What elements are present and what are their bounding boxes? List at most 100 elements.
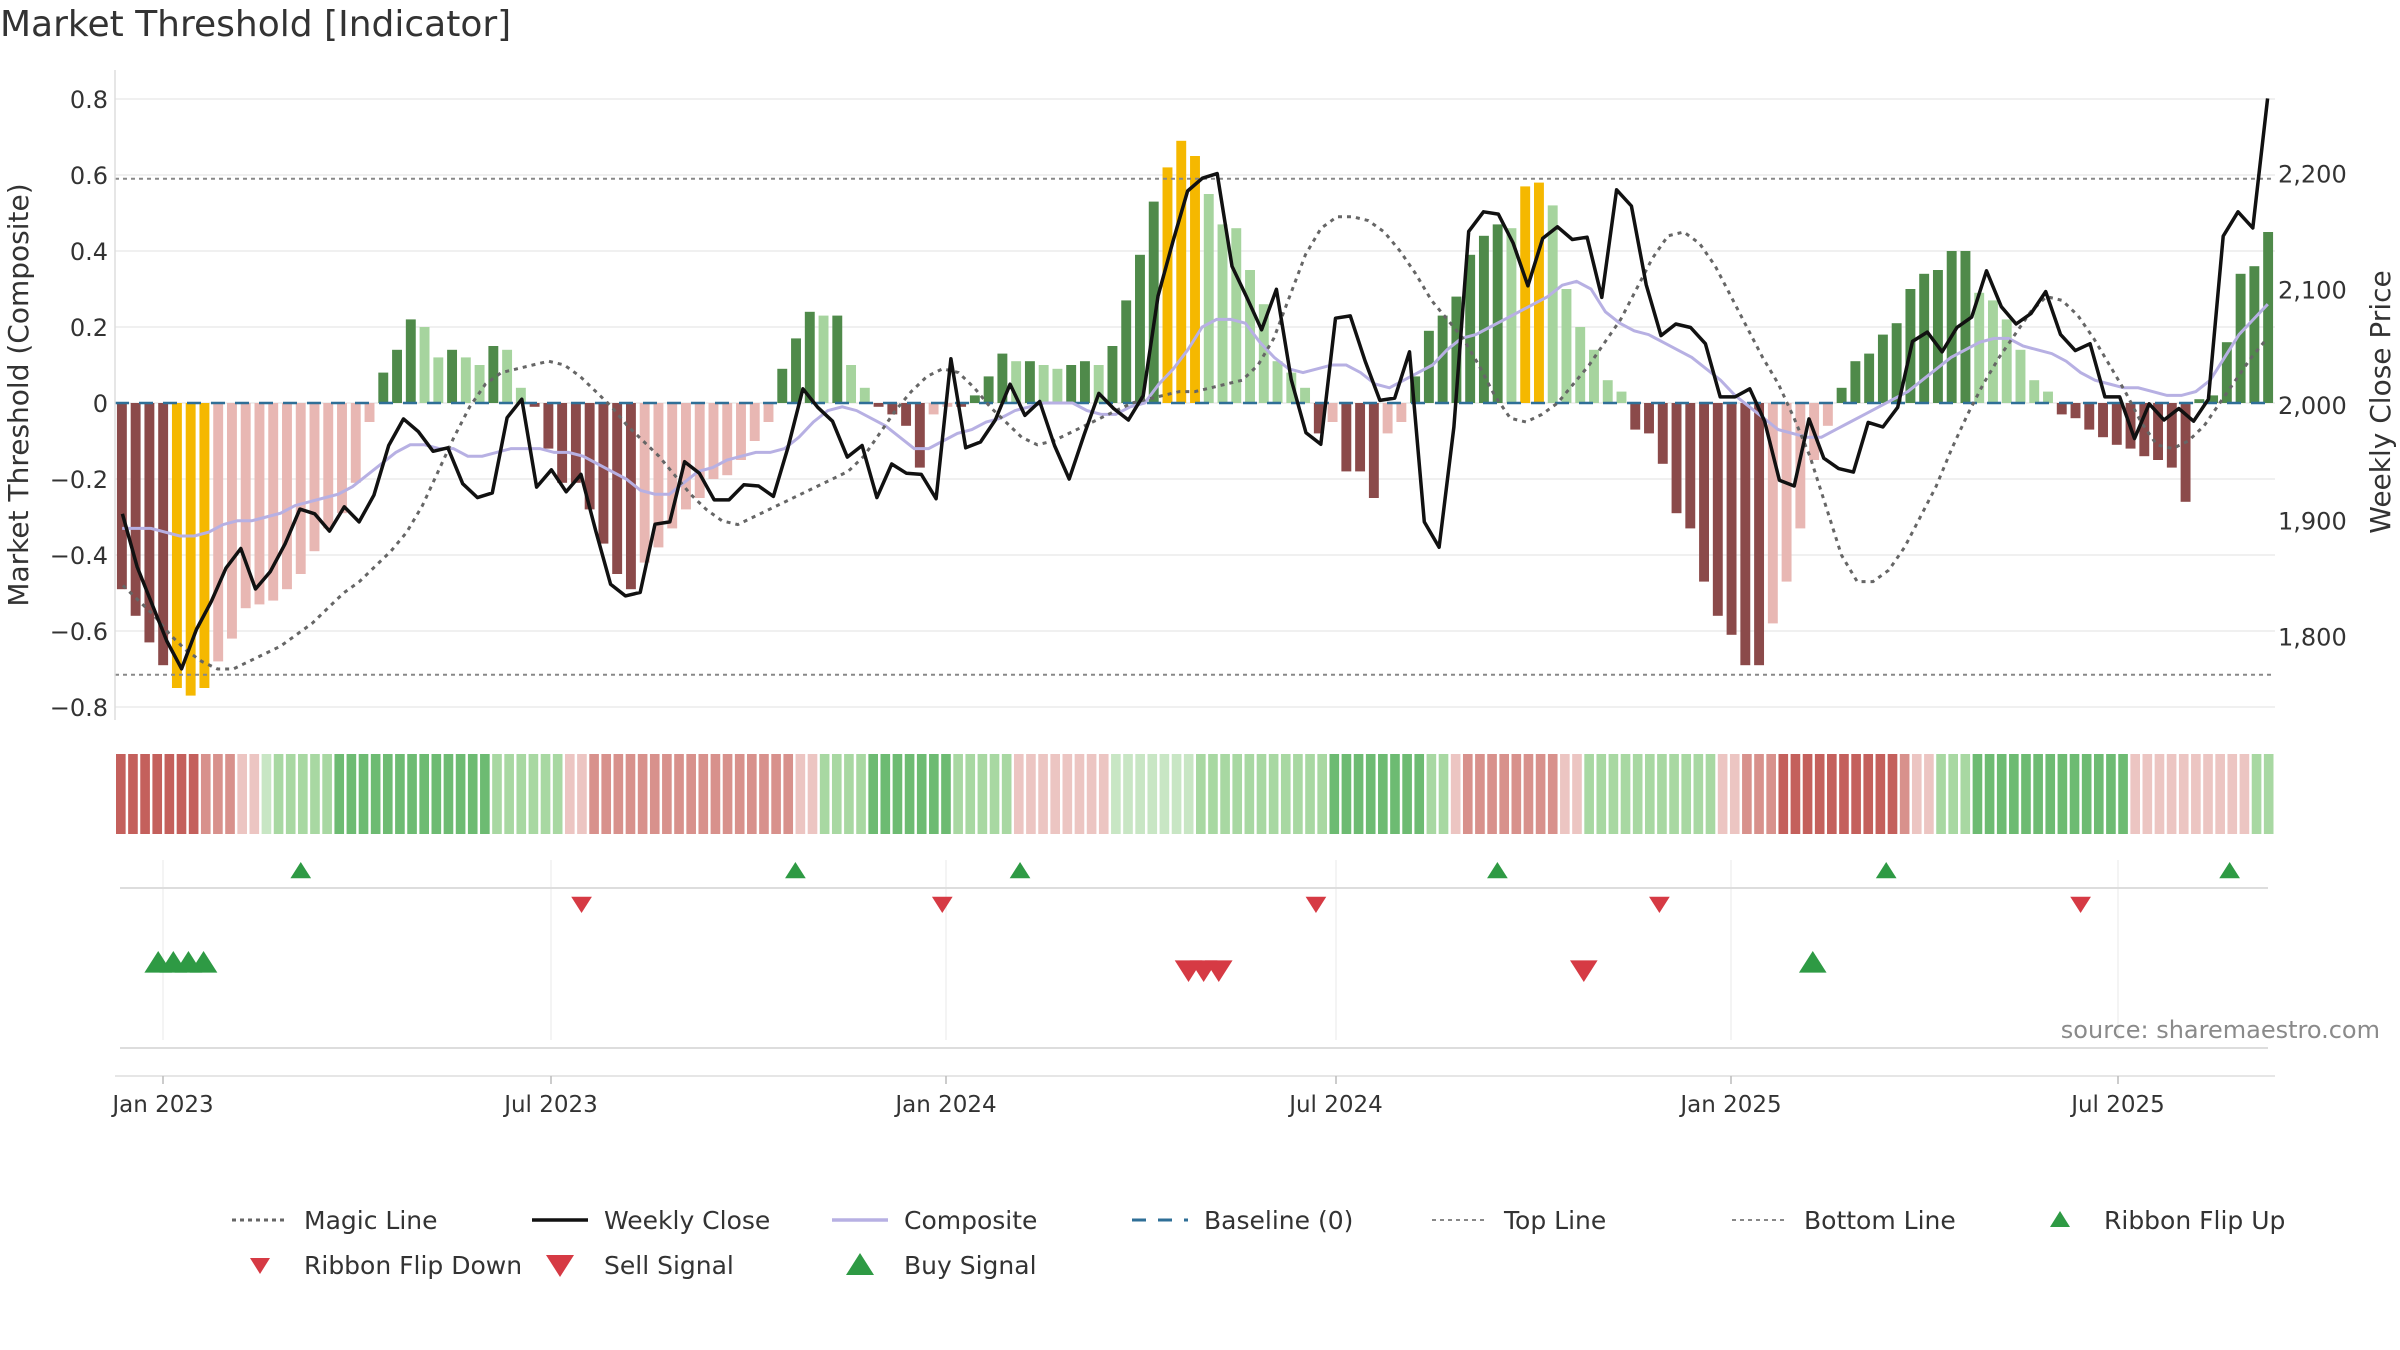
ribbon-cell xyxy=(1584,754,1594,834)
composite-bar xyxy=(116,403,127,590)
composite-bar xyxy=(1368,403,1379,498)
y-tick-label: 0.8 xyxy=(70,86,108,114)
composite-bar xyxy=(488,346,499,403)
composite-bar xyxy=(309,403,320,552)
legend-label: Baseline (0) xyxy=(1204,1205,1354,1235)
composite-bar xyxy=(254,403,265,605)
composite-bar xyxy=(1864,353,1875,403)
y2-tick-label: 2,200 xyxy=(2278,161,2347,189)
ribbon-cell xyxy=(1693,754,1704,834)
ribbon-cell xyxy=(1086,754,1097,834)
ribbon-cell xyxy=(783,754,794,834)
ribbon-cell xyxy=(1924,754,1934,834)
composite-bar xyxy=(1781,403,1792,582)
composite-bar xyxy=(1478,235,1489,403)
chart-title: Market Threshold [Indicator] xyxy=(0,4,512,45)
composite-bar xyxy=(1492,224,1503,403)
ribbon-cell xyxy=(1487,754,1497,834)
ribbon-cell xyxy=(2251,754,2262,834)
composite-bar xyxy=(2070,403,2081,419)
composite-bar xyxy=(1341,403,1352,472)
composite-bar xyxy=(130,403,141,616)
composite-bar xyxy=(653,403,664,548)
ribbon-cell xyxy=(2263,754,2274,834)
legend-symbol xyxy=(2050,1211,2070,1227)
ribbon-cell xyxy=(1183,754,1194,834)
composite-bar xyxy=(1726,403,1737,635)
ribbon-cell xyxy=(965,754,976,834)
composite-bar xyxy=(295,403,306,574)
ribbon-cell xyxy=(698,754,709,834)
ribbon-cell xyxy=(2009,754,2019,834)
y-tick-label: −0.4 xyxy=(50,542,108,570)
ribbon-cell xyxy=(1875,754,1886,834)
ribbon-cell xyxy=(686,754,696,834)
composite-bar xyxy=(598,403,609,544)
ribbon-cell xyxy=(577,754,587,834)
composite-bar xyxy=(185,403,196,696)
magic-line xyxy=(121,215,2269,671)
ribbon-cell xyxy=(1329,754,1340,834)
composite-bar xyxy=(2043,391,2053,403)
y-tick-label: −0.6 xyxy=(50,618,108,646)
composite-bar xyxy=(1148,201,1159,403)
ribbon-cell xyxy=(2118,754,2128,834)
ribbon-cell xyxy=(1475,754,1485,834)
legend-symbol xyxy=(832,1218,888,1222)
ribbon-cell xyxy=(1984,754,1995,834)
x-tick-label: Jul 2023 xyxy=(502,1092,598,1118)
ribbon-cell xyxy=(904,754,915,834)
x-tick-label: Jul 2024 xyxy=(1287,1092,1383,1118)
legend-symbol xyxy=(1132,1218,1188,1222)
composite-bar xyxy=(557,403,568,483)
composite-bars xyxy=(116,140,2274,696)
ribbon-flip-up-marker xyxy=(2219,862,2240,879)
composite-bar xyxy=(502,349,513,403)
composite-bar xyxy=(2001,319,2012,403)
composite-bar xyxy=(1589,349,1599,403)
composite-bar xyxy=(1011,361,1022,403)
composite-bar xyxy=(2084,403,2095,430)
ribbon-cell xyxy=(298,754,308,834)
legend-label: Magic Line xyxy=(304,1205,438,1235)
ribbon-cell xyxy=(2227,754,2238,834)
composite-bar xyxy=(859,387,870,403)
ribbon-cell xyxy=(1911,754,1922,834)
ribbon-cell xyxy=(1596,754,1607,834)
composite-bar xyxy=(543,403,554,449)
composite-bar xyxy=(1024,361,1035,403)
composite-bar xyxy=(667,403,678,529)
series-lines xyxy=(115,98,2275,676)
ribbon-cell xyxy=(2203,754,2213,834)
composite-bar xyxy=(1052,368,1063,403)
ribbon-cell xyxy=(1111,754,1121,834)
composite-bar xyxy=(2166,403,2177,468)
ribbon-cell xyxy=(480,754,490,834)
ribbon-cell xyxy=(273,754,284,834)
ribbon-cell xyxy=(1754,754,1764,834)
ribbon-cell xyxy=(2130,754,2141,834)
composite-bar xyxy=(997,353,1008,403)
composite-bar xyxy=(1988,300,1998,403)
composite-bar xyxy=(447,349,458,403)
x-tick-label: Jan 2024 xyxy=(893,1092,996,1118)
ribbon-cell xyxy=(1814,754,1825,834)
composite-bar xyxy=(956,403,967,407)
ribbon-cell xyxy=(2033,754,2043,834)
ribbon-cell xyxy=(1729,754,1740,834)
composite-bar xyxy=(2221,342,2232,403)
composite-bar xyxy=(928,403,939,415)
composite-bar xyxy=(529,403,540,407)
legend-label: Weekly Close xyxy=(604,1205,771,1235)
ribbon-cell xyxy=(176,754,187,834)
ribbon-cell xyxy=(1742,754,1752,834)
weekly-close-line xyxy=(120,98,2270,671)
composite-bar xyxy=(460,357,471,403)
ribbon-cell xyxy=(2093,754,2104,834)
ribbon-cell xyxy=(771,754,781,834)
legend-symbol xyxy=(546,1255,574,1277)
ribbon-cell xyxy=(2142,754,2153,834)
ribbon-flip-up-marker xyxy=(1487,862,1508,879)
ribbon-cell xyxy=(1778,754,1789,834)
composite-bar xyxy=(681,403,691,510)
